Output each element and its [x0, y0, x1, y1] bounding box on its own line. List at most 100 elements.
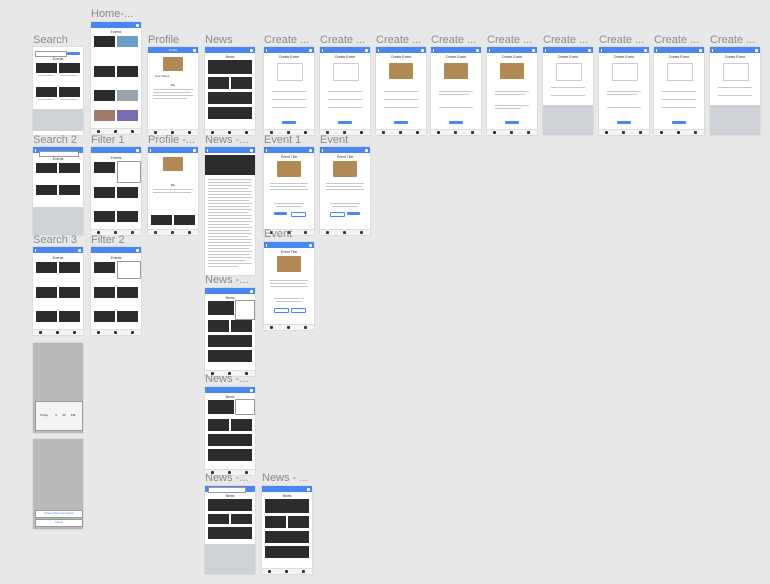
- profile-icon[interactable]: [639, 131, 642, 134]
- field-line[interactable]: [384, 99, 418, 100]
- photo-placeholder[interactable]: [333, 63, 359, 81]
- field-line[interactable]: [662, 107, 696, 108]
- back-icon[interactable]: [712, 48, 715, 52]
- back-icon[interactable]: [35, 248, 38, 252]
- compose-icon[interactable]: [476, 48, 479, 52]
- field-line[interactable]: [607, 107, 641, 108]
- profile-icon[interactable]: [245, 131, 248, 134]
- frame-create-8[interactable]: Create Event: [654, 47, 704, 135]
- news-card[interactable]: [265, 531, 309, 543]
- tab-bar[interactable]: [205, 469, 255, 475]
- field-line[interactable]: [495, 105, 529, 106]
- compose-icon[interactable]: [755, 48, 758, 52]
- compose-icon[interactable]: [309, 243, 312, 247]
- frame-label-create-4[interactable]: Create ...: [431, 34, 477, 46]
- news-icon[interactable]: [114, 130, 117, 133]
- photo-placeholder[interactable]: [612, 63, 638, 81]
- field-line[interactable]: [607, 94, 637, 95]
- news-card-hero[interactable]: [208, 400, 234, 414]
- event-thumb[interactable]: [117, 287, 138, 298]
- profile-icon[interactable]: [360, 231, 363, 234]
- event-thumb[interactable]: [59, 185, 80, 195]
- news-card[interactable]: [231, 419, 252, 431]
- home-icon[interactable]: [97, 231, 100, 234]
- back-icon[interactable]: [150, 148, 153, 152]
- news-card[interactable]: [208, 449, 252, 461]
- frame-time-picker[interactable]: Today 3 00 PM: [33, 343, 83, 433]
- picker-minute[interactable]: 00: [62, 413, 66, 417]
- news-card[interactable]: [265, 516, 286, 528]
- profile-icon[interactable]: [245, 372, 248, 375]
- frame-label-filter-2[interactable]: Filter 2: [91, 234, 125, 246]
- news-icon[interactable]: [228, 372, 231, 375]
- frame-news[interactable]: News: [205, 47, 255, 135]
- home-icon[interactable]: [268, 570, 271, 573]
- keyboard[interactable]: [543, 105, 593, 135]
- profile-icon[interactable]: [245, 471, 248, 474]
- picker-ampm[interactable]: PM: [70, 413, 76, 417]
- profile-icon[interactable]: [471, 131, 474, 134]
- event-photo[interactable]: [500, 63, 524, 79]
- interested-button[interactable]: [291, 212, 306, 217]
- create-button[interactable]: [282, 121, 296, 124]
- picker-sheet[interactable]: [35, 401, 83, 431]
- field-line[interactable]: [495, 108, 521, 109]
- event-photo[interactable]: [444, 63, 468, 79]
- filter-dropdown[interactable]: [235, 300, 255, 320]
- news-card[interactable]: [208, 335, 252, 347]
- back-icon[interactable]: [322, 148, 325, 152]
- photo-placeholder[interactable]: [667, 63, 693, 81]
- news-card[interactable]: [208, 419, 229, 431]
- compose-icon[interactable]: [136, 248, 139, 252]
- news-card[interactable]: [231, 320, 252, 332]
- event-thumb[interactable]: [59, 87, 80, 97]
- compose-icon[interactable]: [78, 248, 81, 252]
- frame-profile-2[interactable]: Bio: [148, 147, 198, 235]
- home-icon[interactable]: [97, 331, 100, 334]
- event-thumb[interactable]: [36, 287, 57, 298]
- photo-placeholder[interactable]: [723, 63, 749, 81]
- frame-create-7[interactable]: Create Event: [599, 47, 649, 135]
- going-button[interactable]: [274, 212, 287, 215]
- event-thumb[interactable]: [59, 262, 80, 273]
- field-line[interactable]: [328, 107, 362, 108]
- frame-label-create-1[interactable]: Create ...: [264, 34, 310, 46]
- event-thumb[interactable]: [94, 90, 115, 101]
- frame-event-2[interactable]: Event Title: [320, 147, 370, 235]
- field-line[interactable]: [662, 99, 696, 100]
- cancel-option[interactable]: Cancel: [35, 519, 83, 527]
- compose-icon[interactable]: [365, 148, 368, 152]
- settings-icon[interactable]: [193, 48, 196, 52]
- field-line[interactable]: [718, 87, 752, 88]
- back-icon[interactable]: [378, 48, 381, 52]
- frame-search[interactable]: Events: [33, 47, 83, 135]
- frame-search-2[interactable]: Events: [33, 147, 83, 235]
- frame-label-news-3[interactable]: News -...: [205, 274, 249, 286]
- news-icon[interactable]: [56, 331, 59, 334]
- news-card[interactable]: [288, 516, 309, 528]
- frame-label-event-2[interactable]: Event: [320, 134, 349, 146]
- filter-dropdown[interactable]: [117, 261, 141, 279]
- news-card[interactable]: [231, 514, 252, 524]
- news-icon[interactable]: [285, 570, 288, 573]
- tab-bar[interactable]: [91, 229, 141, 235]
- create-button[interactable]: [338, 121, 352, 124]
- create-button[interactable]: [449, 121, 463, 124]
- event-thumb[interactable]: [174, 215, 195, 225]
- compose-icon[interactable]: [250, 48, 253, 52]
- event-thumb[interactable]: [94, 162, 115, 173]
- home-icon[interactable]: [211, 131, 214, 134]
- tab-bar[interactable]: [33, 329, 83, 335]
- home-icon[interactable]: [660, 131, 663, 134]
- news-card[interactable]: [208, 77, 229, 89]
- event-thumb[interactable]: [94, 262, 115, 273]
- picker-today[interactable]: Today: [39, 413, 48, 417]
- event-thumb[interactable]: [36, 63, 57, 73]
- tab-bar[interactable]: [91, 128, 141, 134]
- compose-icon[interactable]: [307, 487, 310, 491]
- profile-icon[interactable]: [304, 131, 307, 134]
- home-icon[interactable]: [39, 331, 42, 334]
- create-button[interactable]: [672, 121, 686, 124]
- frame-event-1[interactable]: Event Title: [264, 147, 314, 235]
- create-button[interactable]: [617, 121, 631, 124]
